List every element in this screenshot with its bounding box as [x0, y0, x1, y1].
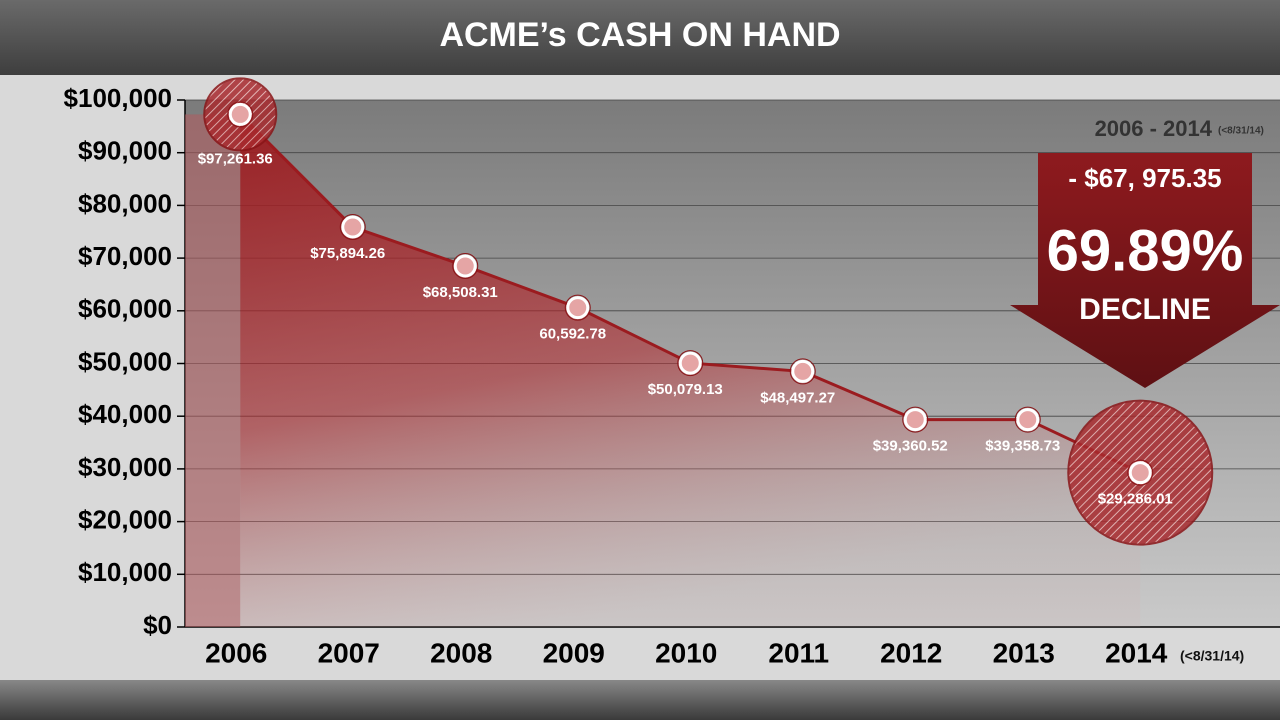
percent-caption: DECLINE: [1079, 293, 1211, 326]
value-label: $68,508.31: [423, 284, 498, 301]
x-tick-label: 2009: [543, 637, 605, 668]
category-note: (<8/31/14): [1180, 648, 1244, 664]
period-label: 2006 - 2014: [1095, 116, 1213, 141]
decline-arrow: [1010, 153, 1280, 388]
y-tick-label: $100,000: [64, 83, 172, 113]
y-tick-label: $30,000: [78, 452, 172, 482]
chart-title: ACME’s CASH ON HAND: [439, 16, 840, 54]
title-bar: [0, 0, 1280, 75]
value-label: $97,261.36: [198, 150, 273, 167]
value-label: $75,894.26: [310, 245, 385, 262]
point: [1016, 408, 1040, 432]
value-label: $48,497.27: [760, 389, 835, 406]
y-tick-label: $10,000: [78, 557, 172, 587]
point-ring: [227, 101, 254, 128]
point-ring: [452, 252, 479, 279]
x-tick-label: 2013: [993, 637, 1055, 668]
point: [566, 296, 590, 320]
x-tick-label: 2012: [880, 637, 942, 668]
value-label: 60,592.78: [539, 326, 606, 343]
value-label: $29,286.01: [1098, 491, 1173, 508]
value-label: $39,360.52: [873, 438, 948, 455]
point: [341, 215, 365, 239]
point: [228, 102, 252, 126]
percent-label: 69.89%: [1047, 218, 1244, 283]
point-ring: [1014, 406, 1041, 433]
point: [791, 359, 815, 383]
y-tick-label: $0: [143, 610, 172, 640]
period-note: (<8/31/14): [1218, 126, 1264, 137]
x-tick-label: 2014: [1105, 637, 1168, 668]
y-tick-label: $80,000: [78, 188, 172, 218]
point: [678, 351, 702, 375]
annotations: 2006 - 2014 (<8/31/14) - $67, 975.35 69.…: [1010, 116, 1280, 664]
point-ring: [1127, 459, 1154, 486]
point-ring: [677, 350, 704, 377]
y-tick-label: $70,000: [78, 241, 172, 271]
point: [903, 408, 927, 432]
x-tick-label: 2011: [768, 637, 829, 668]
x-tick-label: 2007: [318, 637, 380, 668]
point-ring: [564, 294, 591, 321]
y-tick-label: $90,000: [78, 136, 172, 166]
footer-bar: [0, 680, 1280, 720]
x-tick-label: 2008: [430, 637, 492, 668]
x-tick-label: 2010: [655, 637, 717, 668]
point-ring: [339, 214, 366, 241]
value-label: $50,079.13: [648, 381, 723, 398]
x-tick-label: 2006: [205, 637, 267, 668]
y-tick-label: $40,000: [78, 399, 172, 429]
point: [1128, 461, 1152, 485]
point-ring: [902, 406, 929, 433]
value-label: $39,358.73: [985, 438, 1060, 455]
point: [453, 254, 477, 278]
y-tick-label: $50,000: [78, 346, 172, 376]
y-tick-label: $60,000: [78, 294, 172, 324]
area-lead: [185, 114, 241, 628]
y-tick-label: $20,000: [78, 504, 172, 534]
change-label: - $67, 975.35: [1068, 163, 1221, 193]
point-ring: [789, 358, 816, 385]
plot: $0 $10,000 $20,000 $30,000 $40,000 $50,000 $60…: [64, 77, 1280, 668]
